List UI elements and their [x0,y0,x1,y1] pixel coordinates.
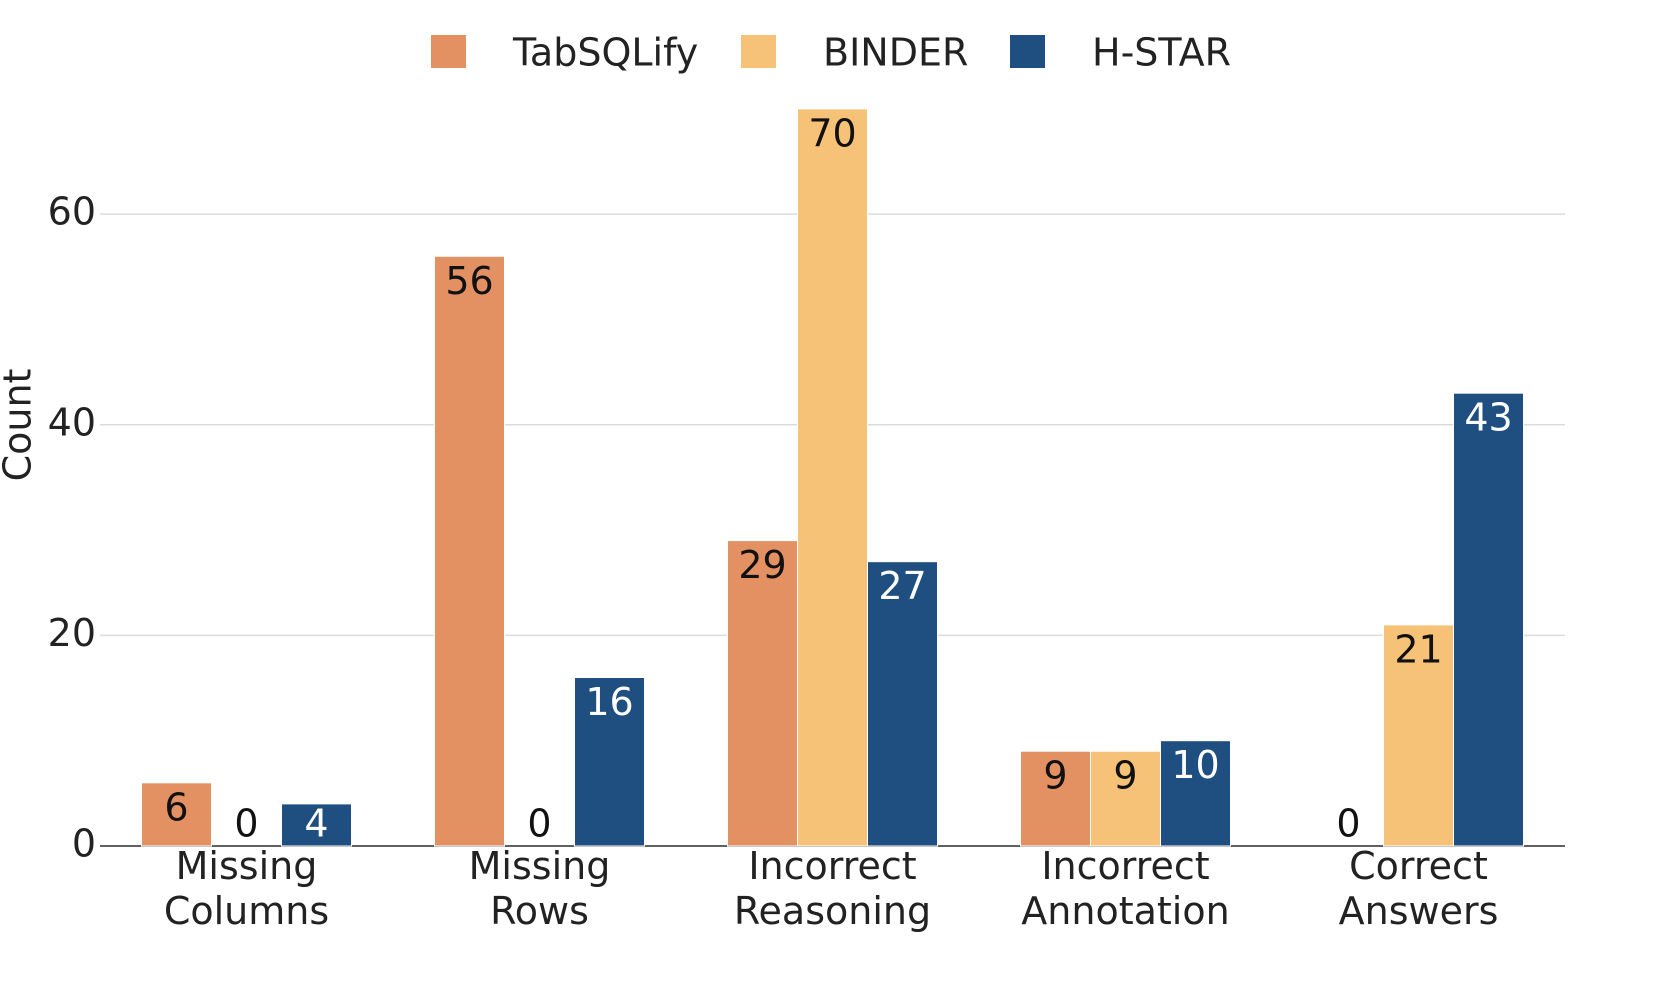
legend-label: H-STAR [1092,31,1231,75]
value-label: 43 [1464,396,1512,440]
value-label: 16 [585,680,633,724]
bar [141,782,212,847]
bar [574,677,645,847]
legend-swatch [741,35,776,68]
y-tick-label: 40 [48,400,96,444]
y-axis-label: Count [0,369,40,482]
x-tick-label: Correct Answers [1339,844,1499,933]
bar [281,803,352,847]
value-label: 21 [1394,627,1442,671]
bar [434,255,505,847]
value-label: 10 [1171,743,1219,787]
bar [867,561,938,847]
value-label: 9 [1043,754,1067,798]
value-label: 29 [738,543,786,587]
bar [1383,624,1454,847]
value-label: 0 [1336,802,1360,846]
value-label: 9 [1113,754,1137,798]
value-label: 0 [234,802,258,846]
legend-label: BINDER [823,31,968,75]
value-label: 4 [304,802,328,846]
bar [1020,750,1091,847]
bar [1453,392,1524,847]
legend-swatch [1010,35,1045,68]
y-tick-label: 60 [48,190,96,234]
x-tick-label: Incorrect Reasoning [734,844,931,933]
value-label: 0 [527,802,551,846]
value-label: 6 [164,785,188,829]
value-label: 70 [808,111,856,155]
value-label: 56 [445,259,493,303]
bar [797,108,868,847]
bar [1090,750,1161,847]
y-tick-label: 0 [72,822,96,866]
value-label: 27 [878,564,926,608]
bar [1160,740,1231,847]
x-tick-label: Missing Columns [164,844,329,933]
bar [727,540,798,847]
x-tick-label: Incorrect Annotation [1021,844,1229,933]
legend-swatch [431,35,466,68]
legend-label: TabSQLify [512,31,698,75]
x-tick-label: Missing Rows [469,844,611,933]
y-tick-label: 20 [48,611,96,655]
